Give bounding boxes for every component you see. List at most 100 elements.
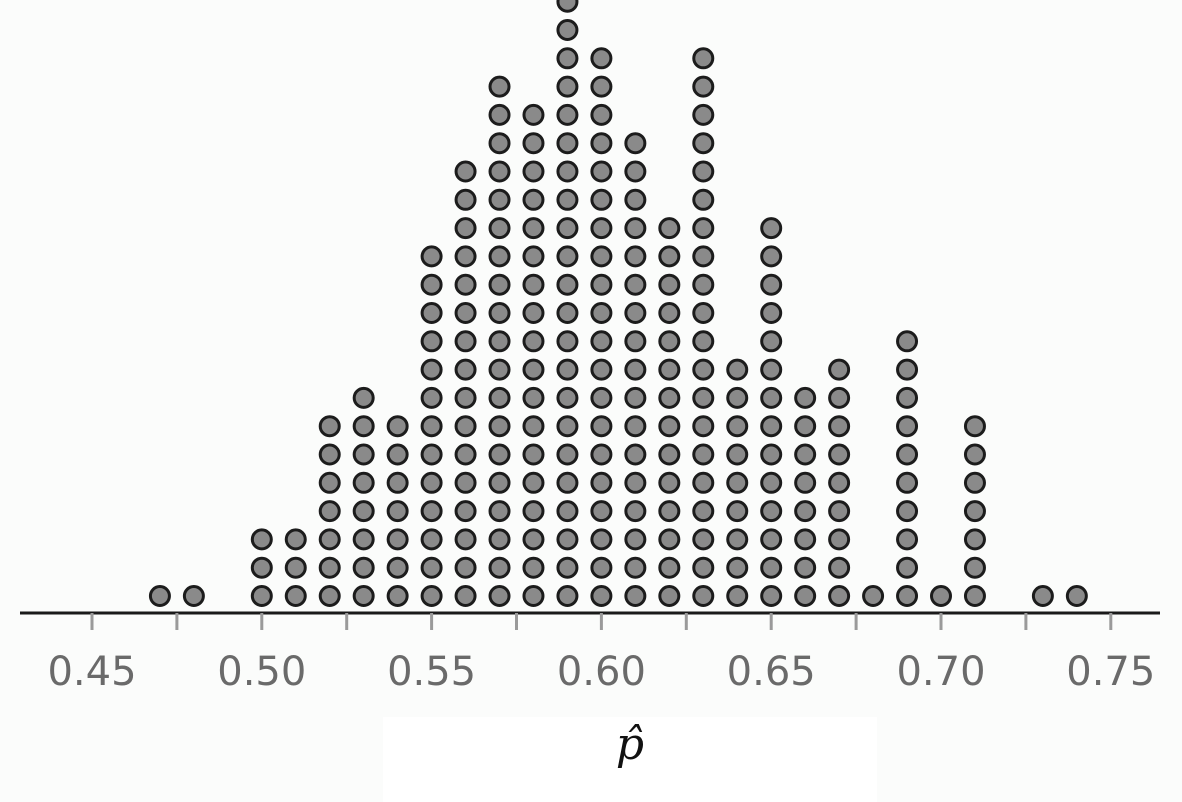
dot	[896, 556, 919, 579]
dot	[794, 415, 817, 438]
dot	[692, 245, 715, 268]
dot	[760, 330, 783, 353]
dot	[454, 443, 477, 466]
dot	[556, 188, 579, 211]
dot	[692, 386, 715, 409]
dot	[454, 245, 477, 268]
dot	[556, 103, 579, 126]
dot	[590, 188, 613, 211]
dot	[420, 415, 443, 438]
dot	[692, 358, 715, 381]
dot	[488, 358, 511, 381]
dot	[828, 415, 851, 438]
dot	[794, 585, 817, 607]
dot	[488, 188, 511, 211]
dot	[1065, 585, 1088, 607]
dot	[488, 245, 511, 268]
dot	[828, 500, 851, 523]
dot	[590, 330, 613, 353]
dot	[930, 585, 952, 607]
dot	[760, 302, 783, 324]
dot	[352, 386, 375, 409]
dot	[692, 443, 715, 466]
dot	[488, 585, 511, 607]
dot	[658, 358, 681, 381]
x-tick-label: 0.75	[1066, 649, 1155, 695]
x-tick-label: 0.55	[387, 649, 476, 695]
dot	[522, 471, 545, 494]
dot	[760, 585, 783, 607]
dot	[692, 500, 715, 523]
dot	[692, 556, 715, 579]
dot	[658, 500, 681, 523]
dot	[318, 415, 341, 438]
dot	[828, 386, 851, 409]
dot	[454, 358, 477, 381]
dot	[488, 75, 511, 98]
dot	[454, 273, 477, 296]
dot	[760, 528, 783, 551]
dot	[522, 386, 545, 409]
dot	[148, 585, 171, 607]
dot	[454, 585, 477, 607]
dot	[963, 585, 986, 607]
dot	[590, 273, 613, 296]
dot	[556, 273, 579, 296]
dot	[488, 415, 511, 438]
dot	[658, 556, 681, 579]
dot	[760, 556, 783, 579]
dot	[556, 500, 579, 523]
dot	[522, 273, 545, 296]
dot	[522, 132, 545, 155]
dot	[556, 528, 579, 551]
dot	[828, 471, 851, 494]
dot	[760, 273, 783, 296]
dot	[692, 528, 715, 551]
x-tick-label: 0.60	[557, 649, 646, 695]
x-axis-tick-labels: 0.45 0.50 0.55 0.60 0.65 0.70 0.75	[47, 649, 1155, 695]
dot	[454, 160, 477, 183]
dot	[488, 330, 511, 353]
dot	[624, 528, 647, 551]
dot	[624, 415, 647, 438]
dot	[828, 585, 851, 607]
dot	[963, 500, 986, 523]
dot	[352, 556, 375, 579]
dot	[726, 358, 749, 381]
dot	[590, 443, 613, 466]
dot	[726, 471, 749, 494]
dot	[658, 330, 681, 353]
dot	[726, 500, 749, 523]
dot	[454, 471, 477, 494]
dot	[624, 302, 647, 324]
dot	[454, 556, 477, 579]
dot	[760, 471, 783, 494]
dot	[556, 75, 579, 98]
dot	[590, 415, 613, 438]
dot	[896, 358, 919, 381]
dot	[896, 386, 919, 409]
dot	[828, 358, 851, 381]
dot	[556, 132, 579, 155]
dot	[963, 556, 986, 579]
dot	[488, 273, 511, 296]
dot	[692, 47, 715, 70]
dot	[963, 443, 986, 466]
dot	[488, 217, 511, 240]
dot	[862, 585, 885, 607]
dot	[556, 415, 579, 438]
dot	[522, 103, 545, 126]
dot	[692, 132, 715, 155]
dot	[794, 500, 817, 523]
dot	[386, 471, 409, 494]
dot	[760, 443, 783, 466]
dot	[488, 500, 511, 523]
dot	[284, 585, 307, 607]
dot	[556, 302, 579, 324]
dot	[488, 471, 511, 494]
dot	[828, 443, 851, 466]
dot	[624, 217, 647, 240]
dot	[658, 245, 681, 268]
dot	[896, 500, 919, 523]
dot	[624, 556, 647, 579]
